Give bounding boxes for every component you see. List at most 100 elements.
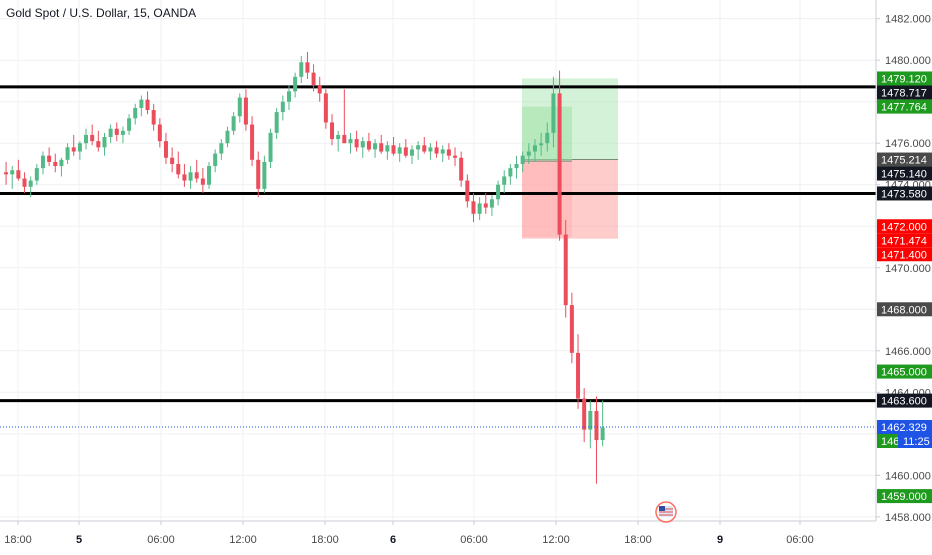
svg-text:1465.000: 1465.000 [881,367,927,379]
price-tick-label: 1480.000 [885,55,931,67]
time-tick-label: 18:00 [624,534,652,546]
candle [532,139,537,162]
candles [4,51,605,484]
svg-text:1475.140: 1475.140 [881,169,927,181]
candle [477,197,482,221]
candle [170,147,175,173]
price-tick-label: 1476.000 [885,138,931,150]
candle [360,136,365,158]
svg-text:11:25: 11:25 [903,436,930,448]
candle [10,166,15,189]
candle [293,72,298,98]
candle [163,132,168,164]
candle [96,130,101,152]
candle [526,143,531,164]
price-label-red: 1471.474 [877,233,932,248]
candle [22,172,27,194]
grid [0,0,876,521]
candle [188,166,193,189]
svg-text:1471.474: 1471.474 [881,235,927,247]
candle [120,126,125,144]
candle [551,76,556,148]
time-tick-label: 5 [76,534,82,546]
candle [133,103,138,125]
candle [434,141,439,158]
candle [176,151,181,179]
price-tick-label: 1460.000 [885,470,931,482]
candle [366,132,371,152]
candle [354,130,359,152]
candle [139,95,144,117]
candle [200,168,205,194]
time-tick-label: 06:00 [786,534,814,546]
time-tick-label: 9 [717,534,723,546]
candle [502,170,507,194]
candle [446,143,451,160]
candle [563,220,568,318]
price-label-red: 1472.000 [877,219,932,234]
candle [385,141,390,160]
svg-text:1459.000: 1459.000 [881,491,927,503]
candle [151,103,156,131]
price-label-blue: 1462.329 [877,419,932,434]
svg-text:1472.000: 1472.000 [881,221,927,233]
candle [274,107,279,140]
candle [336,130,341,152]
time-axis[interactable]: 18:00 5 06:00 12:00 18:00 6 06:00 12:00 18:00 9 06… [4,521,814,546]
candle [47,147,52,167]
candle [379,134,384,154]
candle [28,176,33,198]
candle [90,124,95,146]
candle [483,193,488,214]
svg-text:1463.600: 1463.600 [881,396,927,408]
candle [489,195,494,216]
price-tick-label: 1482.000 [885,14,931,26]
candle [557,70,562,241]
candle [471,193,476,223]
time-tick-label: 6 [390,534,396,546]
position-zones [522,78,618,239]
price-tick-label: 1466.000 [885,346,931,358]
time-tick-label: 18:00 [311,534,339,546]
time-tick-label: 12:00 [542,534,570,546]
candle [428,143,433,160]
candle [569,292,574,364]
price-label-black: 1478.717 [877,85,932,100]
candle [545,122,550,152]
time-tick-label: 18:00 [4,534,32,546]
candle [268,128,273,169]
svg-text:1471.400: 1471.400 [881,249,927,261]
countdown-label: 11:25 [898,433,932,448]
price-label-red: 1471.400 [877,247,932,261]
candle [182,163,187,187]
price-label-gray: 1475.214 [877,152,932,167]
candle [397,143,402,162]
candle [108,124,113,144]
candle [114,122,119,142]
candle [207,161,212,189]
time-tick-label: 06:00 [147,534,175,546]
events-flag-icon[interactable] [655,501,677,523]
candle [317,76,322,102]
svg-text:1478.717: 1478.717 [881,87,927,99]
candle [588,400,593,449]
candle [286,85,291,111]
svg-text:1475.214: 1475.214 [881,155,927,167]
price-label-green: 1477.764 [877,99,932,114]
time-axis-background [0,521,932,550]
candle [243,89,248,131]
horizontal-levels[interactable] [0,85,876,403]
symbol-title: Gold Spot / U.S. Dollar, 15, OANDA [6,6,196,20]
candle [157,118,162,148]
candle [496,180,501,206]
price-label-green: 1459.000 [877,489,932,504]
candle [416,141,421,160]
candle [576,334,581,409]
candle [305,51,310,79]
price-label-black: 1463.600 [877,393,932,408]
candle [84,128,89,150]
price-label-black: 1473.580 [877,186,932,201]
svg-text:1479.120: 1479.120 [881,73,927,85]
